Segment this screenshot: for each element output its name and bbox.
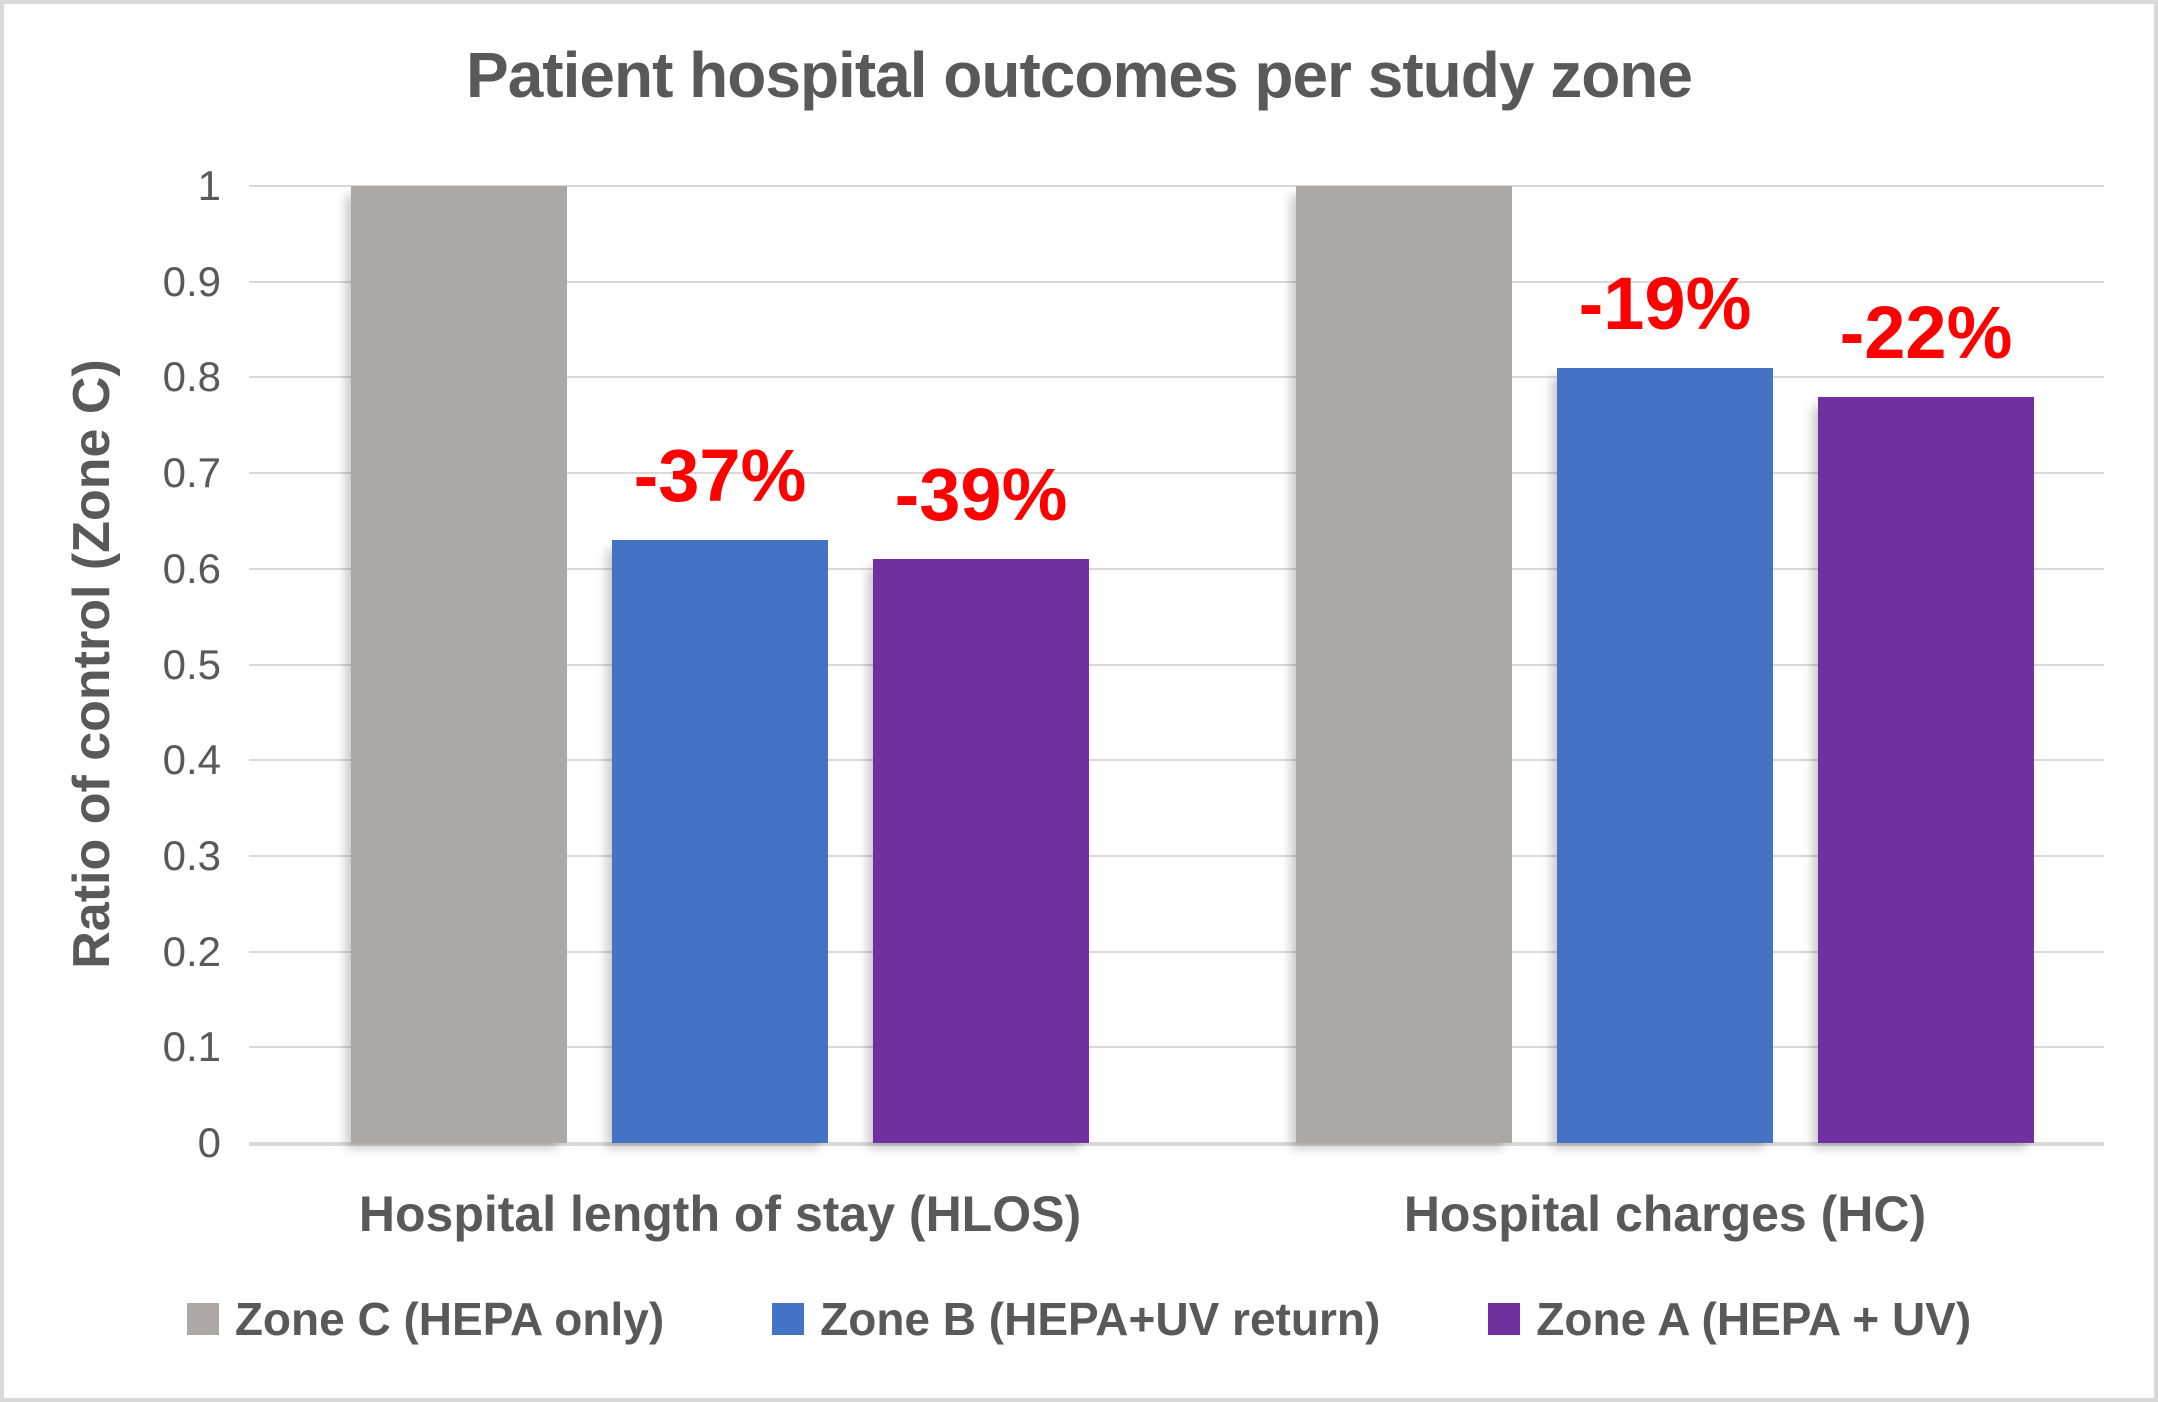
y-tick-label: 0.4 [162,736,221,784]
bar-s2-c1 [1818,396,2034,1143]
gridline [249,854,2104,857]
legend-item-zone-a: Zone A (HEPA + UV) [1488,1292,1971,1346]
chart-title: Patient hospital outcomes per study zone [466,39,1693,111]
legend-item-zone-b: Zone B (HEPA+UV return) [772,1292,1380,1346]
y-tick-label: 0 [197,1119,221,1166]
legend-swatch-zone-a-icon [1488,1303,1521,1335]
y-tick-label: 0.1 [162,1023,221,1071]
gridline [249,376,2104,379]
y-tick-label: 0.5 [162,640,221,688]
legend: Zone C (HEPA only) Zone B (HEPA+UV retur… [4,1292,2154,1346]
bar-s1-c1 [1557,367,1773,1143]
value-label: -19% [1578,261,1752,345]
y-tick-label: 0.9 [162,257,221,305]
value-label: -37% [633,434,807,518]
legend-label-zone-c: Zone C (HEPA only) [234,1293,665,1345]
x-axis-line [249,1142,2104,1146]
gridline [249,567,2104,570]
gridline [249,950,2104,953]
gridline [249,185,2104,187]
y-tick-label: 0.6 [162,544,221,592]
value-label: -39% [894,453,1068,537]
legend-label-zone-a: Zone A (HEPA + UV) [1536,1293,1972,1345]
gridline [249,1046,2104,1049]
legend-swatch-zone-c-icon [186,1303,219,1335]
gridline [249,280,2104,283]
bar-s1-c0 [612,540,828,1143]
legend-label-zone-b: Zone B (HEPA+UV return) [820,1293,1381,1345]
bar-s2-c0 [873,559,1089,1143]
y-tick-label: 0.8 [162,353,221,401]
gridline [249,472,2104,475]
gridline [249,759,2104,762]
gridline [249,663,2104,666]
plot-area: 1 0.9 0.8 0.7 0.6 0.5 0.4 0.3 0.2 0.1 0 -37% -19% -3… [163,162,2104,1242]
value-label: -22% [1839,290,2013,374]
y-tick-label: 0.2 [162,927,221,975]
bar-s0-c0 [351,186,567,1143]
y-tick-label: 0.3 [162,831,221,879]
category-label-hlos: Hospital length of stay (HLOS) [358,1186,1082,1242]
y-tick-label: 0.7 [162,449,221,497]
category-label-hc: Hospital charges (HC) [1403,1186,1927,1242]
legend-swatch-zone-b-icon [772,1303,805,1335]
legend-item-zone-c: Zone C (HEPA only) [186,1292,665,1346]
y-tick-label: 1 [197,162,221,209]
bar-s0-c1 [1296,186,1512,1143]
